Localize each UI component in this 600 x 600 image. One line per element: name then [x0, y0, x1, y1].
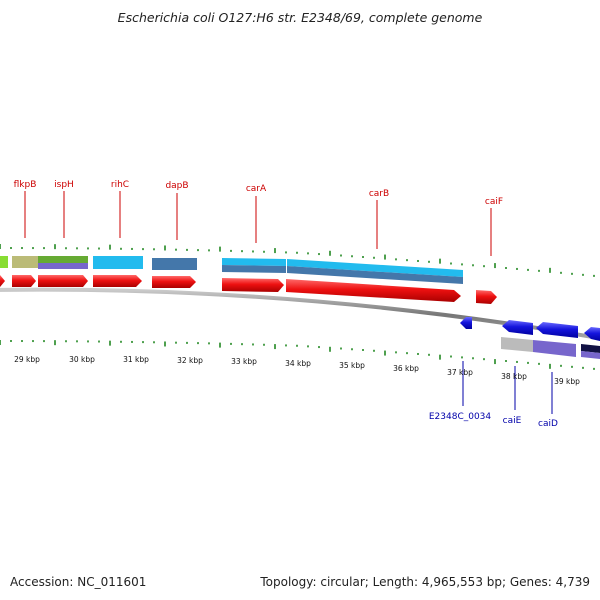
feature-track-lower [501, 337, 600, 359]
kbp-label: 38 kbp [501, 372, 527, 381]
feature-steel-blue-carB[interactable] [287, 266, 463, 284]
kbp-label: 29 kbp [14, 355, 40, 364]
reverse-gene-labels: E2348C_0034 caiE caiD [429, 412, 558, 429]
gene-arrow[interactable] [0, 275, 5, 287]
feature-navy[interactable] [581, 344, 600, 353]
kbp-labels: 29 kbp 30 kbp 31 kbp 32 kbp 33 kbp 34 kb… [14, 355, 580, 386]
feature-purple-lower-2[interactable] [581, 351, 600, 359]
gene-arrow-flkpB[interactable] [12, 275, 36, 287]
kbp-label: 33 kbp [231, 357, 257, 366]
gene-label-ispH[interactable]: ispH [54, 180, 74, 190]
gene-label-dapB[interactable]: dapB [165, 181, 188, 191]
feature-light-blue-carA[interactable] [222, 258, 286, 266]
kbp-label: 32 kbp [177, 356, 203, 365]
gene-label-caiD[interactable]: caiD [538, 419, 558, 429]
kbp-label: 37 kbp [447, 368, 473, 377]
gene-arrow-partial[interactable] [584, 327, 600, 341]
outer-ticks [0, 244, 595, 277]
forward-label-lines [24, 191, 492, 256]
gene-label-caiE[interactable]: caiE [503, 416, 522, 426]
feature-track [0, 256, 463, 284]
gene-arrow-E2348C_0034[interactable] [460, 317, 472, 329]
kbp-label: 31 kbp [123, 355, 149, 364]
gene-arrow-carB[interactable] [286, 279, 461, 302]
kbp-label: 34 kbp [285, 359, 311, 368]
gene-arrow-carA[interactable] [222, 278, 284, 292]
gene-arrow-caiE[interactable] [502, 320, 533, 335]
reverse-label-lines [462, 361, 553, 414]
feature-steel-blue-carA[interactable] [222, 265, 286, 273]
gene-arrow-caiD[interactable] [536, 322, 578, 338]
kbp-label: 30 kbp [69, 355, 95, 364]
gene-arrow-caiF[interactable] [476, 290, 497, 304]
gene-arrow-dapB[interactable] [152, 276, 196, 288]
forward-genes [0, 275, 497, 304]
forward-gene-labels: flkpB ispH rihC dapB carA carB caiF [14, 180, 503, 207]
gene-label-E2348C_0034[interactable]: E2348C_0034 [429, 412, 492, 422]
inner-ticks [0, 340, 595, 370]
gene-label-flkpB[interactable]: flkpB [14, 180, 37, 190]
feature-green[interactable] [38, 256, 88, 263]
gene-label-caiF[interactable]: caiF [485, 197, 503, 207]
kbp-label: 35 kbp [339, 361, 365, 370]
kbp-label: 39 kbp [554, 377, 580, 386]
feature-gray[interactable] [501, 337, 533, 352]
feature-steel-blue-dapB[interactable] [152, 258, 197, 270]
gene-arrow-ispH[interactable] [38, 275, 88, 287]
feature-green-segment[interactable] [0, 256, 8, 268]
feature-purple[interactable] [38, 263, 88, 269]
feature-light-blue-carB[interactable] [287, 259, 463, 277]
kbp-label: 36 kbp [393, 364, 419, 373]
gene-arrow-rihC[interactable] [93, 275, 142, 287]
feature-purple-lower[interactable] [533, 340, 576, 357]
genome-info-text: Topology: circular; Length: 4,965,553 bp… [260, 575, 590, 589]
genome-title: Escherichia coli O127:H6 str. E2348/69, … [117, 10, 483, 25]
accession-text: Accession: NC_011601 [10, 575, 147, 589]
gene-label-rihC[interactable]: rihC [111, 180, 129, 190]
genome-backbone [0, 287, 600, 341]
gene-label-carB[interactable]: carB [369, 189, 389, 199]
feature-olive[interactable] [12, 256, 38, 268]
gene-label-carA[interactable]: carA [246, 184, 267, 194]
feature-light-blue-rihC[interactable] [93, 256, 143, 269]
reverse-genes [460, 317, 600, 341]
